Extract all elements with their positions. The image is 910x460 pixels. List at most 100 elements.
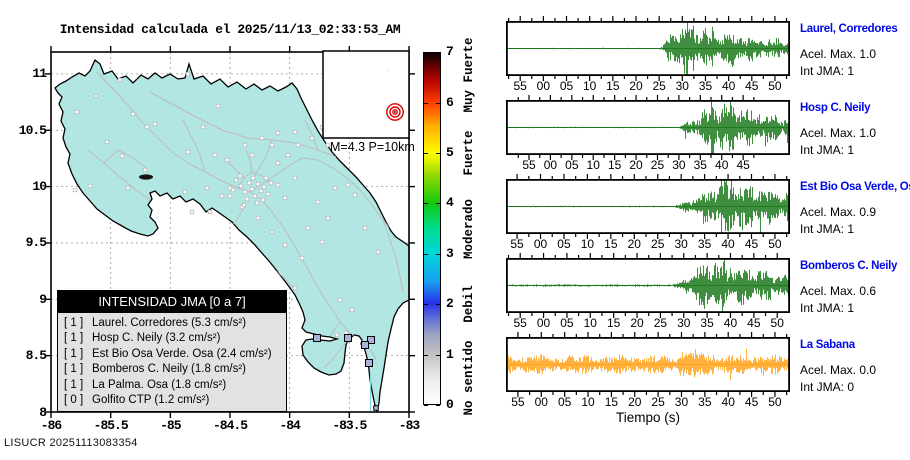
seis-station-name: Est Bio Osa Verde, Osa [800, 181, 910, 193]
lake-arenal [139, 174, 153, 180]
seis-tick-label: 25 [652, 79, 666, 93]
lat-tick-label: 8 [39, 404, 47, 420]
seismogram-ticks [508, 16, 788, 81]
station-marker [313, 334, 321, 342]
network-station-dot [334, 332, 340, 338]
seismogram-box [506, 99, 790, 156]
legend-intensity-tag: [ 0 ] [64, 394, 84, 407]
intensity-legend-title: INTENSIDAD JMA [0 a 7] [58, 291, 286, 313]
legend-station-label: Laurel. Corredores (5.3 cm/s²) [92, 317, 247, 329]
legend-station-label: Golfito CTP (1.2 cm/s²) [92, 394, 210, 407]
seis-tick-label: 35 [693, 158, 707, 172]
lat-tick-label: 9.5 [25, 235, 47, 251]
seis-tick-label: 55 [513, 316, 527, 330]
network-station-dot [255, 181, 261, 187]
network-station-dot [332, 185, 338, 191]
network-station-dot [375, 249, 381, 255]
seis-tick-label: 30 [674, 237, 688, 251]
legend-row: [ 0 ] Golfito CTP (1.2 cm/s²) [58, 393, 286, 408]
network-station-dot [265, 191, 271, 197]
network-station-dot [255, 215, 261, 221]
seis-acel-max: Acel. Max. 1.0 [800, 47, 877, 61]
seis-int-jma: Int JMA: 1 [800, 301, 855, 315]
colorbar-tick-label: 0 [446, 397, 454, 413]
network-station-dot [246, 180, 252, 186]
seis-tick-label: 45 [745, 79, 759, 93]
seis-int-jma: Int JMA: 0 [800, 380, 855, 394]
colorbar-scale-label: Moderado [462, 198, 476, 259]
network-station-dot [230, 187, 236, 193]
seis-tick-label: 20 [628, 395, 642, 409]
network-station-dot [299, 255, 305, 261]
colorbar-tick [436, 354, 440, 356]
legend-station-label: Hosp C. Neily (3.2 cm/s²) [92, 332, 221, 345]
network-station-dot [260, 197, 266, 203]
network-station-dot [244, 196, 250, 202]
network-station-dot [349, 307, 355, 313]
epicenter-ring-mid [389, 106, 401, 118]
seismogram-ticks [517, 332, 788, 397]
seis-acel-max: Acel. Max. 0.6 [800, 284, 877, 298]
colorbar-tick [424, 304, 428, 306]
legend-row: [ 1 ] Laurel. Corredores (5.3 cm/s²) [58, 316, 286, 331]
colorbar-tick-label: 7 [446, 44, 454, 60]
epicenter-symbol [386, 103, 404, 121]
station-marker [365, 359, 373, 367]
network-station-dot [117, 77, 123, 83]
legend-station-label: Bomberos C. Neily (1.8 cm/s²) [92, 363, 247, 376]
footer-id: LISUCR 20251113083354 [4, 437, 138, 449]
seismogram-ticks [507, 253, 778, 318]
legend-station-label: La Palma. Osa (1.8 cm/s²) [92, 378, 227, 391]
seis-tick-label: 10 [581, 395, 595, 409]
road-line [245, 149, 253, 173]
seis-tick-label: 40 [721, 237, 735, 251]
network-station-dot [152, 121, 158, 127]
network-station-dot [125, 185, 131, 191]
seis-tick-label: 35 [700, 316, 714, 330]
seismogram-box [506, 178, 790, 235]
lon-tick-label: -83.5 [332, 418, 367, 433]
epicenter-ring-outer [386, 103, 404, 121]
road-line [182, 119, 206, 173]
epicenter-dot [394, 111, 396, 113]
seismogram-plot [506, 253, 790, 318]
legend-intensity-tag: [ 1 ] [64, 363, 84, 376]
road-line [251, 139, 273, 181]
colorbar-tick [436, 153, 440, 154]
colorbar-tick-label: 6 [446, 94, 454, 110]
seis-acel-max: Acel. Max. 0.9 [800, 205, 877, 219]
intensity-legend-rows: [ 1 ] Laurel. Corredores (5.3 cm/s²)[ 1 ]… [58, 313, 286, 411]
legend-row: [ 1 ] La Palma. Osa (1.8 cm/s²) [58, 378, 286, 393]
seis-tick-label: 00 [533, 237, 548, 251]
intensity-colorbar [423, 52, 441, 405]
network-station-dot [241, 202, 247, 208]
road-line [87, 149, 151, 201]
epicenter-ring-inner [392, 109, 398, 115]
colorbar-tick [424, 203, 428, 205]
network-station-dot [325, 215, 331, 221]
station-marker [373, 405, 379, 411]
road-line [304, 119, 319, 151]
road-line [103, 149, 147, 169]
seis-tick-label: 45 [736, 158, 750, 172]
network-station-dot [119, 153, 125, 159]
seis-tick-label: 00 [536, 79, 551, 93]
network-station-dot [292, 175, 298, 181]
seis-tick-label: 40 [723, 316, 738, 330]
network-station-dot [268, 180, 274, 186]
road-line [96, 71, 251, 193]
network-station-dot [130, 111, 136, 117]
seis-tick-label: 00 [534, 395, 548, 409]
network-station-dot [219, 193, 225, 199]
seismogram-ticks [517, 95, 755, 160]
network-stations-group [72, 71, 381, 338]
network-station-dot [252, 193, 258, 199]
seis-tick-label: 40 [721, 395, 735, 409]
costa-rica-landmass [54, 58, 410, 413]
network-station-dot [362, 225, 368, 231]
seis-tick-label: 40 [721, 79, 736, 93]
network-station-dot [292, 285, 298, 291]
seis-tick-label: 05 [565, 158, 579, 172]
network-station-dot [104, 139, 110, 145]
map-ticks [45, 46, 415, 418]
